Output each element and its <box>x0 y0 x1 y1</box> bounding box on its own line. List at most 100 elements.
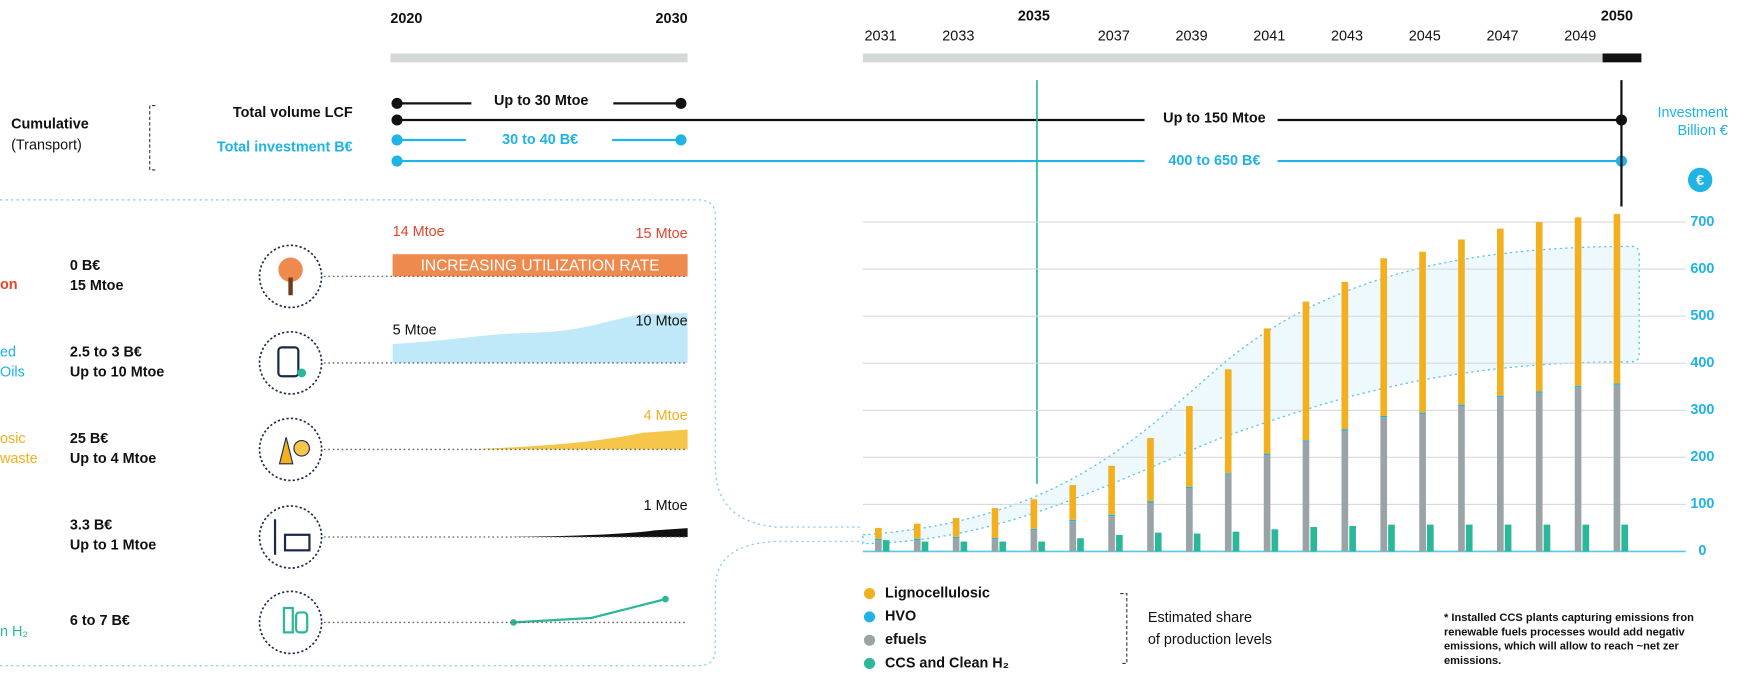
bar <box>882 540 890 552</box>
y-tick-label: 500 <box>1690 308 1714 324</box>
footnote: * Installed CCS plants capturing emissio… <box>1444 612 1694 624</box>
volume-2030: Up to 30 Mtoe <box>494 93 588 109</box>
bar-segment <box>1535 222 1543 392</box>
bracket <box>149 105 156 171</box>
legend-label: Lignocellulosic <box>885 585 990 601</box>
timeline-bar <box>390 53 688 63</box>
x-tick-label: 2043 <box>1331 29 1363 45</box>
bar <box>1388 524 1395 552</box>
row-investment: 0 B€ <box>70 258 100 274</box>
investment-2050: 400 to 650 B€ <box>1168 153 1260 169</box>
bar-segment <box>1147 501 1154 503</box>
mini-start: 5 Mtoe <box>393 323 437 339</box>
legend-note: of production levels <box>1148 632 1272 648</box>
bar-segment <box>1108 465 1115 515</box>
bar-segment <box>991 539 999 552</box>
y-tick-label: 700 <box>1690 214 1714 230</box>
bar-segment <box>952 518 960 537</box>
bar-segment <box>1574 217 1582 386</box>
bar <box>1038 541 1045 552</box>
bar-segment <box>1147 502 1154 552</box>
bar-segment <box>1535 391 1543 393</box>
panel-border <box>0 199 863 528</box>
bar <box>1116 534 1123 552</box>
mini-banner <box>392 254 688 277</box>
bar <box>1427 524 1434 552</box>
bar <box>1349 526 1356 552</box>
bar <box>960 541 968 552</box>
bar-segment <box>991 537 999 540</box>
row-investment: 25 B€ <box>70 431 108 447</box>
bar-segment <box>1186 486 1193 489</box>
row-name: ed <box>0 345 16 361</box>
icon-glyphs <box>273 257 311 634</box>
x-tick-label: 2031 <box>865 29 897 45</box>
row-name: Oils <box>0 365 25 381</box>
legend-label: CCS and Clean H₂ <box>885 655 1009 671</box>
bar-segment <box>1419 251 1426 413</box>
axis-title: Investment <box>1657 105 1727 121</box>
row-volume: Up to 1 Mtoe <box>70 538 156 554</box>
bar-segment <box>913 540 921 552</box>
legend-swatch <box>863 634 876 646</box>
row-investment: 6 to 7 B€ <box>70 613 130 629</box>
mini-start: 14 Mtoe <box>393 224 445 240</box>
bar-segment <box>1341 281 1349 430</box>
legend-note: Estimated share <box>1148 610 1252 626</box>
bar-segment <box>1341 430 1349 552</box>
bar <box>1504 524 1512 552</box>
bar-segment <box>875 538 882 541</box>
bar <box>1271 529 1279 552</box>
mini-end: 4 Mtoe <box>644 408 688 424</box>
x-tick-label: 2041 <box>1253 29 1285 45</box>
bar-segment <box>1263 328 1271 454</box>
legend-swatch <box>863 657 876 669</box>
row-volume: Up to 10 Mtoe <box>70 365 164 381</box>
bar-segment <box>1108 516 1115 552</box>
y-tick-label: 600 <box>1690 261 1714 277</box>
row-investment: 3.3 B€ <box>70 518 112 534</box>
row-name: on <box>0 277 18 293</box>
bar-segment <box>913 523 921 539</box>
x-tick-label: 2033 <box>942 29 974 45</box>
bar-segment <box>1574 385 1582 388</box>
bar-segment <box>1613 383 1621 385</box>
row-subtitle: (Transport) <box>11 137 82 153</box>
bar <box>999 541 1007 552</box>
timeline-bar <box>862 53 1603 63</box>
timeline-bar-end <box>1602 53 1642 63</box>
volume-label: Total volume LCF <box>233 105 353 121</box>
axis-title: Billion € <box>1677 123 1727 139</box>
bar-segment <box>1341 429 1349 431</box>
currency-symbol: € <box>1696 173 1704 189</box>
x-tick-label: 2049 <box>1564 29 1596 45</box>
x-tick-label: 2035 <box>1018 9 1050 25</box>
footnote: emissions. <box>1444 655 1501 667</box>
bar-segment <box>1497 397 1504 552</box>
bar-segment <box>875 527 882 539</box>
row-volume: 15 Mtoe <box>70 278 124 294</box>
bar-segment <box>991 508 999 538</box>
mini-end: 10 Mtoe <box>636 314 688 330</box>
rows: on 0 B€ 15 Mtoe 14 Mtoe 15 Mtoe INCREASI… <box>0 224 688 655</box>
bar <box>1310 526 1318 552</box>
bracket <box>1120 593 1128 665</box>
row-icons <box>258 244 323 655</box>
bar-segment <box>1574 387 1582 552</box>
x-tick-label: 2039 <box>1176 29 1208 45</box>
bar-segment <box>1535 392 1543 552</box>
banner-text: INCREASING UTILIZATION RATE <box>421 258 660 275</box>
bar-segment <box>952 538 960 552</box>
mini-area <box>392 312 688 363</box>
bar-segment <box>1030 530 1038 552</box>
bar-segment <box>1380 417 1388 552</box>
x-tick-label: 2045 <box>1409 29 1441 45</box>
legend-swatch <box>863 611 876 623</box>
bar-segment <box>1186 488 1193 552</box>
bar-segment <box>1497 395 1504 398</box>
estimated-band <box>862 245 1640 545</box>
legend-label: efuels <box>885 632 927 648</box>
x-tick-label: 2047 <box>1487 29 1519 45</box>
legend-label: HVO <box>885 609 916 625</box>
